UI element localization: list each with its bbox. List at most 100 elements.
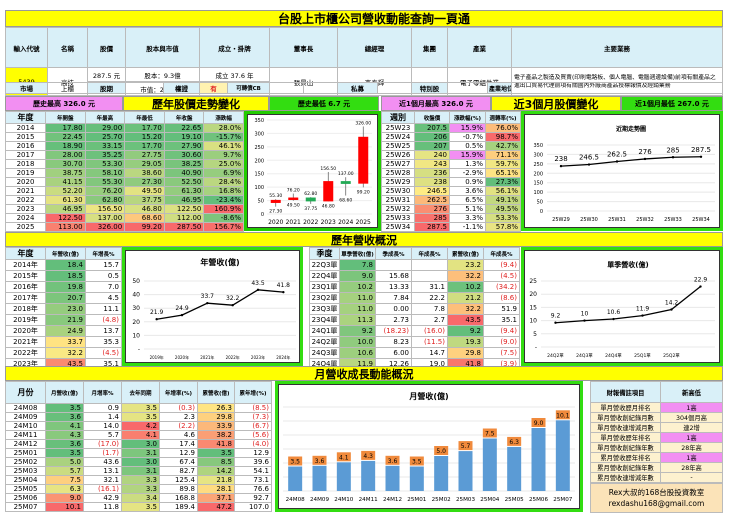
column-header: 年最低 bbox=[124, 111, 165, 124]
table-cell: 24Q1單 bbox=[309, 325, 340, 337]
column-header: 財報備註項目 bbox=[590, 381, 661, 403]
svg-text:5.0: 5.0 bbox=[436, 448, 446, 455]
table-cell: 55.30 bbox=[84, 177, 126, 187]
svg-text:-: - bbox=[535, 344, 537, 351]
svg-text:10.1: 10.1 bbox=[556, 412, 570, 419]
table-cell: 39.6 bbox=[234, 457, 272, 467]
table-cell: 9.2 bbox=[339, 325, 376, 337]
recent-trend-chart-frame: 近期走勢圖 0 50 100 150 200 250 300 350 238 246.5 262.5 2… bbox=[521, 111, 723, 231]
table-cell: -1.1% bbox=[449, 222, 486, 232]
note-cell: 1高 bbox=[660, 432, 723, 443]
svg-text:10.6: 10.6 bbox=[607, 309, 621, 316]
column-header: 季成長% bbox=[375, 247, 412, 260]
footer-author: Rex大叔的168台股投資教室 bbox=[608, 488, 705, 497]
table-cell: 25M03 bbox=[5, 466, 46, 476]
table-cell: 6.5% bbox=[449, 195, 486, 205]
table-cell: 38.25 bbox=[163, 159, 205, 169]
column-header: 收盤價 bbox=[414, 111, 450, 124]
founded-years: 成立 37.6 年 bbox=[199, 67, 270, 82]
table-cell: 207 bbox=[414, 141, 450, 151]
table-cell: 3.0 bbox=[121, 439, 160, 449]
cb-label: 可轉債CB bbox=[227, 82, 270, 94]
note-row: 單月營收創紀錄年數 28年高 bbox=[590, 442, 723, 453]
table-cell: 3.5 bbox=[45, 403, 84, 413]
svg-text:2022: 2022 bbox=[303, 219, 318, 226]
column-header: 季度 bbox=[309, 247, 340, 260]
column-header: 週轉率(%) bbox=[485, 111, 521, 124]
table-cell: 6.00 bbox=[375, 347, 412, 359]
table-cell: 0.00 bbox=[375, 303, 412, 315]
svg-text:55.30: 55.30 bbox=[269, 193, 282, 199]
hist-low-band: 歷史最低 6.7 元 bbox=[269, 96, 379, 111]
svg-text:2024年: 2024年 bbox=[276, 354, 290, 360]
company-info-row3: 市場 上櫃 股期 權證 有 可轉債CB 私募 特別股 產業地位 bbox=[5, 82, 723, 94]
table-cell: 287.50 bbox=[163, 222, 205, 232]
table-cell: 24M11 bbox=[5, 430, 46, 440]
table-cell: 17.4 bbox=[159, 439, 198, 449]
month-low-band: 近1個月最低 267.0 元 bbox=[621, 96, 723, 111]
table-cell: 56.1% bbox=[485, 186, 521, 196]
table-cell: 58.10 bbox=[84, 168, 126, 178]
page-title-text: 台股上市櫃公司營收動能查詢一頁通 bbox=[278, 12, 471, 26]
footer-email[interactable]: rexdashu168@gmail.com bbox=[608, 499, 705, 508]
position-value bbox=[511, 82, 723, 94]
table-cell: 0.5 bbox=[85, 270, 122, 282]
table-row: 2023 46.95 156.50 46.80 122.50 160.9% bbox=[5, 204, 244, 214]
table-cell: 3.5 bbox=[121, 412, 160, 422]
notes-footer: Rex大叔的168台股投資教室 rexdashu168@gmail.com bbox=[590, 483, 723, 513]
table-cell: 24Q3單 bbox=[309, 347, 340, 359]
table-cell: 9.0 bbox=[339, 270, 376, 282]
table-cell: 13.33 bbox=[375, 281, 412, 293]
table-row: 2017年 20.7 4.5 bbox=[5, 292, 122, 304]
table-cell: 25W33 bbox=[381, 213, 415, 223]
svg-text:68.60: 68.60 bbox=[339, 198, 352, 204]
svg-text:24M09: 24M09 bbox=[310, 497, 330, 503]
svg-text:3.5: 3.5 bbox=[412, 459, 422, 466]
table-cell: -8.6% bbox=[203, 213, 244, 223]
market-value: 上櫃 bbox=[47, 82, 88, 94]
table-row: 2022 61.30 62.80 37.75 46.95 -23.4% bbox=[5, 195, 244, 205]
table-cell: 12.9 bbox=[159, 448, 198, 458]
table-cell: 160.9% bbox=[203, 204, 244, 214]
table-cell: 24M10 bbox=[5, 421, 46, 431]
table-cell: 7.5 bbox=[45, 475, 84, 485]
table-cell: 2019 bbox=[5, 168, 46, 178]
table-cell: 262.5 bbox=[414, 195, 450, 205]
table-cell: 76.0% bbox=[485, 123, 521, 133]
table-cell: 25W31 bbox=[381, 195, 415, 205]
table-cell: 46.95 bbox=[45, 204, 86, 214]
table-cell: 2017 bbox=[5, 150, 46, 160]
svg-text:25W32: 25W32 bbox=[636, 217, 654, 223]
svg-text:2023年: 2023年 bbox=[251, 354, 265, 360]
table-cell: 18.5 bbox=[45, 270, 86, 282]
monthly-revenue-chart-frame: 月營收(億) 3.5 24M08 3.6 24M09 4.1 24M10 4.3 24M11 3.… bbox=[275, 381, 583, 512]
table-row: 25M02 5.0 43.6 3.0 67.4 8.5 39.6 bbox=[5, 457, 272, 467]
table-row: 25W34 287.5 -1.1% 57.8% bbox=[381, 222, 521, 232]
special-value bbox=[447, 82, 488, 94]
table-cell: 2016年 bbox=[5, 281, 46, 293]
table-row: 2021 52.20 76.20 49.50 61.30 16.8% bbox=[5, 186, 244, 196]
table-cell: (0.3) bbox=[159, 403, 198, 413]
svg-text:15: 15 bbox=[529, 304, 537, 311]
svg-text:100: 100 bbox=[254, 185, 264, 191]
table-cell: 28.00 bbox=[45, 150, 86, 160]
table-cell: 49.50 bbox=[124, 186, 165, 196]
table-cell: 14.2 bbox=[197, 466, 235, 476]
table-row: 2014 17.80 29.00 17.70 22.65 28.0% bbox=[5, 123, 244, 133]
table-cell: 25W25 bbox=[381, 141, 415, 151]
recent-price-title: 近3個月股價變化 bbox=[491, 96, 621, 111]
svg-text:250: 250 bbox=[254, 145, 264, 151]
svg-text:10: 10 bbox=[581, 311, 589, 318]
table-cell: 3.5 bbox=[45, 448, 84, 458]
stock-period-label: 股期 bbox=[87, 82, 126, 94]
table-cell: 41.15 bbox=[45, 177, 86, 187]
note-cell: - bbox=[660, 472, 723, 483]
yearly-price-title: 歷年股價走勢變化 bbox=[123, 96, 269, 111]
column-header: 累營收(億) bbox=[447, 247, 484, 260]
table-cell: (1.7) bbox=[83, 448, 122, 458]
table-cell: 18.4 bbox=[45, 259, 86, 271]
table-cell: 122.50 bbox=[45, 213, 86, 223]
svg-text:4.3: 4.3 bbox=[363, 453, 373, 460]
table-cell: 107.0 bbox=[234, 502, 272, 512]
svg-text:200: 200 bbox=[533, 171, 543, 177]
